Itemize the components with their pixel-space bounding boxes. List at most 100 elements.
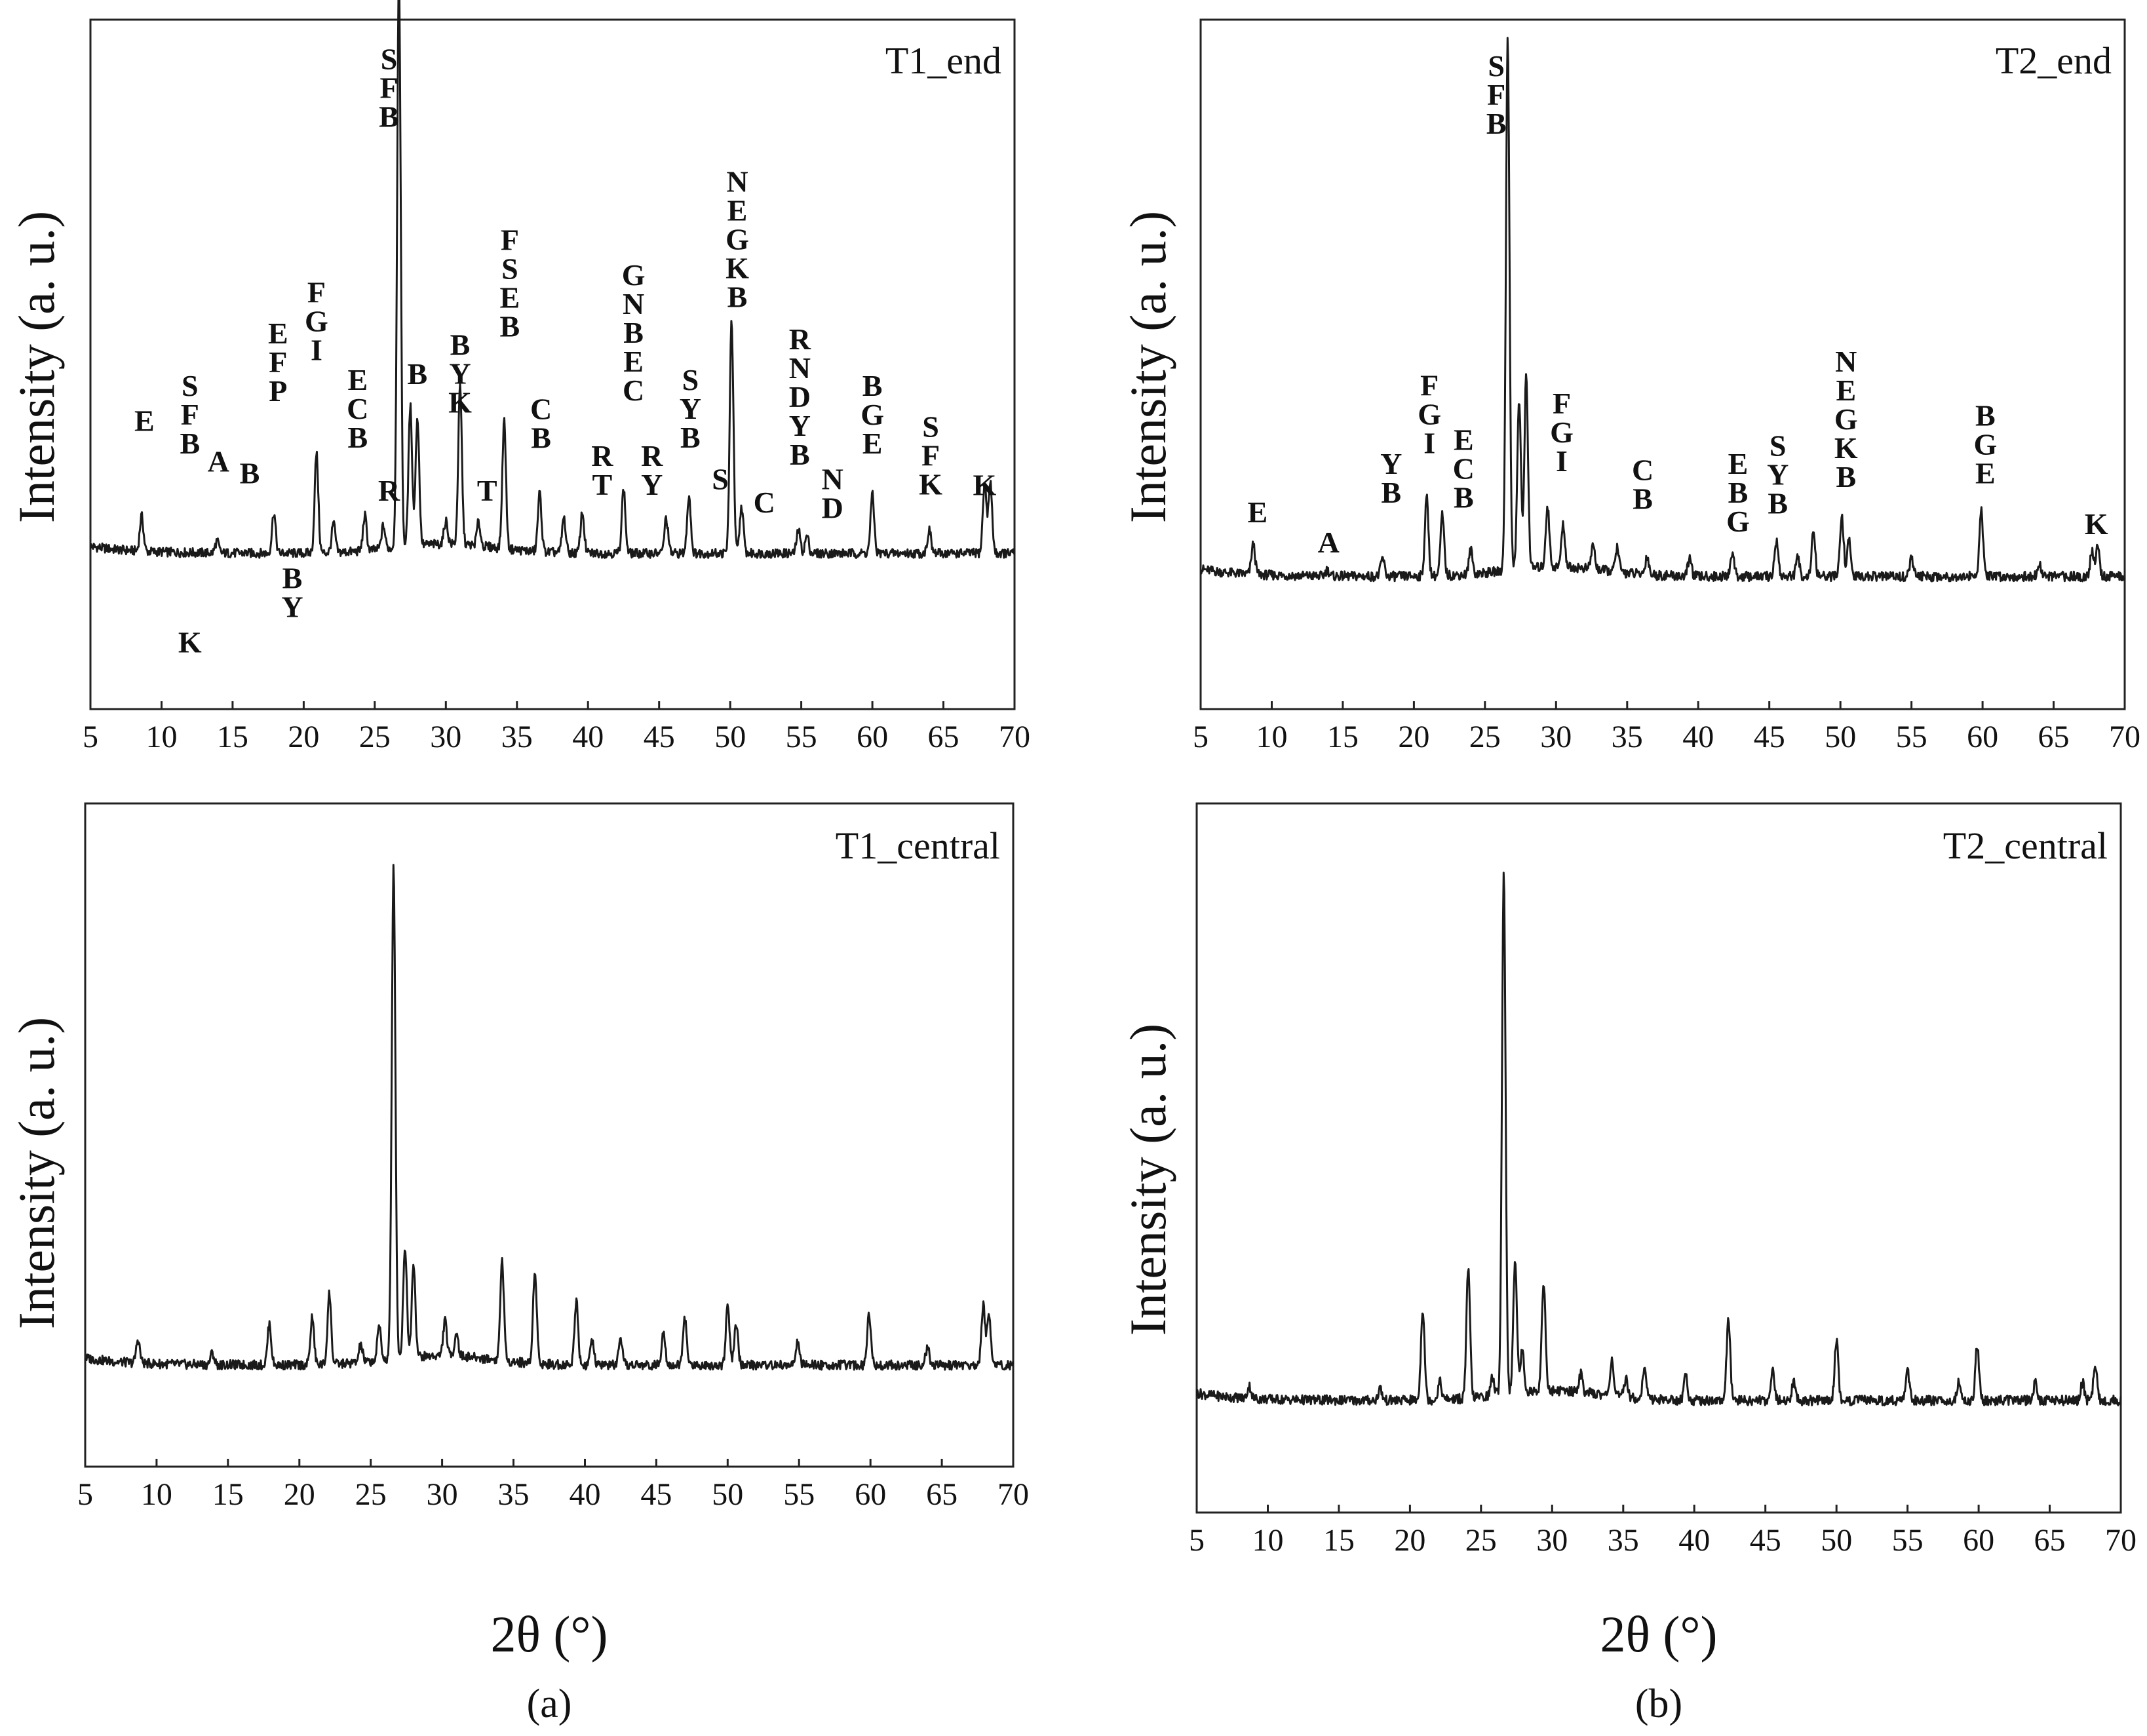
phase-letter: B (282, 562, 303, 595)
panel-t2-central: Intensity (a. u.) 5 10 15 20 25 30 35 40 45 50 55 6… (1119, 802, 2137, 1663)
phase-letter: I (1423, 427, 1435, 460)
x-tick-label: 15 (1323, 1523, 1355, 1558)
phase-label-group: FGI (1550, 387, 1574, 478)
phase-letter: G (1550, 415, 1574, 449)
x-tick-label: 5 (77, 1477, 93, 1512)
x-tick-label: 35 (501, 720, 533, 754)
panel-t1-central: Intensity (a. u.) 5 10 15 20 25 30 35 40 45 50 55 6… (8, 802, 1029, 1663)
x-tick-label: 70 (2109, 720, 2140, 754)
phase-letter: N (789, 351, 811, 385)
phase-letter: A (208, 445, 229, 478)
phase-label-group: CB (530, 393, 552, 455)
phase-label-group: SFK (919, 410, 942, 501)
x-tick-label: 40 (1682, 720, 1714, 754)
phase-letter: K (448, 386, 472, 419)
x-tick-label: 45 (640, 1477, 672, 1512)
phase-letter: Y (1767, 458, 1789, 492)
x-tick-label: 60 (1963, 1523, 1994, 1558)
phase-letter: S (182, 369, 199, 402)
x-tick-label: 60 (855, 1477, 886, 1512)
phase-label-group: E (1247, 495, 1267, 529)
x-tick-label: 15 (212, 1477, 244, 1512)
x-tick-label: 30 (1536, 1523, 1568, 1558)
x-tick-label: 20 (1398, 720, 1429, 754)
phase-letter: A (1318, 526, 1340, 559)
t2-central-xrd-pattern (1195, 872, 2122, 1406)
phase-letter: C (1632, 453, 1654, 486)
x-tick-label: 60 (857, 720, 888, 754)
xrd-trace-t1-end (89, 0, 1016, 559)
x-tick-label: 25 (1465, 1523, 1497, 1558)
x-tick-label: 5 (1193, 720, 1209, 754)
xrd-trace-t1-central (84, 864, 1015, 1371)
x-tick-label: 10 (146, 720, 178, 754)
phase-letter: G (1726, 505, 1750, 538)
subfigure-label-a: (a) (527, 1682, 572, 1726)
phase-letter: E (500, 281, 520, 315)
phase-letter: G (725, 223, 749, 256)
phase-letter: R (378, 474, 400, 507)
phase-letter: E (347, 363, 368, 396)
phase-letter: E (862, 427, 883, 460)
phase-letter: G (1834, 402, 1858, 436)
x-tick-label: 65 (2038, 720, 2070, 754)
t1-end-xrd-pattern (89, 0, 1016, 559)
phase-letter: B (500, 310, 520, 343)
plot-frame (89, 18, 1016, 710)
phase-letter: Y (281, 590, 303, 624)
phase-letter: K (725, 252, 749, 285)
x-tick-label: 40 (570, 1477, 601, 1512)
plot-frame (1199, 18, 2126, 710)
phase-letter: B (1768, 487, 1788, 520)
phase-letter: F (1553, 387, 1571, 420)
phase-letter: F (269, 345, 287, 379)
phase-letter: S (501, 252, 518, 286)
phase-letter: B (1633, 482, 1653, 515)
phase-letter: B (862, 369, 883, 402)
x-tick-label: 50 (1821, 1523, 1852, 1558)
phase-letter: R (789, 322, 811, 356)
phase-label-group: EBG (1726, 447, 1750, 538)
phase-label-group: C (754, 486, 775, 519)
x-tick-label: 30 (427, 1477, 458, 1512)
x-tick-label: 65 (926, 1477, 957, 1512)
phase-letter: E (727, 194, 748, 227)
x-tick-label: 50 (1825, 720, 1856, 754)
phase-letter: G (861, 398, 884, 431)
phase-letter: G (1418, 398, 1441, 431)
x-axis-title: 2θ (°) (1600, 1606, 1717, 1663)
phase-letter: E (134, 404, 155, 437)
phase-letter: F (181, 398, 199, 431)
x-tick-label: 50 (714, 720, 746, 754)
phase-label-group: SFB (1486, 49, 1507, 140)
phase-letter: B (379, 100, 399, 134)
phase-letter: E (1836, 374, 1856, 407)
phase-letter: F (1420, 369, 1439, 402)
phase-letter: F (379, 71, 398, 105)
xrd-trace-t2-central (1195, 872, 2122, 1406)
x-tick-label: 65 (928, 720, 959, 754)
panel-title: T1_central (836, 824, 1000, 867)
phase-letter: E (623, 345, 644, 378)
subfigure-label-b: (b) (1635, 1682, 1682, 1726)
phase-letter: T (477, 474, 497, 507)
x-tick-label: 5 (1189, 1523, 1205, 1558)
phase-letter: B (790, 438, 810, 471)
phase-letter: Y (789, 409, 811, 442)
phase-letter: B (1454, 480, 1474, 514)
phase-letter: N (623, 287, 644, 320)
phase-label-group: BYK (448, 328, 472, 419)
phase-letter: B (408, 357, 428, 391)
phase-label-group: ND (822, 462, 843, 524)
phase-letter: K (919, 467, 942, 501)
phase-letter: N (726, 165, 748, 199)
phase-label-group: RY (641, 439, 663, 501)
phase-label-group: B (240, 457, 260, 490)
x-tick-label: 25 (1469, 720, 1501, 754)
phase-letter: B (450, 328, 471, 362)
t2-end-xrd-pattern (1200, 37, 2126, 583)
phase-letter: D (789, 380, 811, 414)
